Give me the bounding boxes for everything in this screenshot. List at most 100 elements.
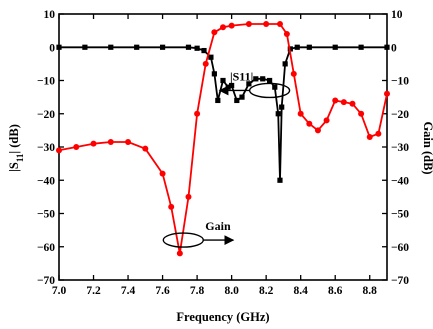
- data-point-s11: [194, 45, 200, 51]
- data-point-gain: [168, 203, 175, 210]
- right-y-tick-label-m20: −20: [391, 109, 409, 121]
- data-point-s11: [272, 84, 278, 90]
- x-tick-label-7: 7.0: [52, 285, 67, 297]
- annotations: |S11| Gain: [162, 69, 291, 248]
- data-point-gain: [220, 24, 226, 31]
- data-point-gain: [375, 130, 382, 137]
- x-tick-label-8-6: 8.6: [328, 285, 343, 297]
- left-y-tick-label-m10: −10: [37, 76, 55, 88]
- data-point-s11: [282, 61, 288, 67]
- left-y-tick-label-m70: −70: [37, 275, 55, 287]
- annotation-label-s11: |S11|: [230, 69, 253, 83]
- data-point-gain: [202, 60, 209, 67]
- data-point-s11: [306, 44, 312, 50]
- x-tick-label-8-8: 8.8: [363, 285, 378, 297]
- data-point-gain: [228, 22, 235, 29]
- data-point-gain: [306, 120, 313, 127]
- plot-area: [58, 13, 388, 281]
- left-y-axis: 10 0 −10 −20 −30 −40 −50 −60 −70: [37, 9, 64, 287]
- data-point-s11: [208, 54, 214, 60]
- data-point-s11: [134, 44, 140, 50]
- x-tick-label-8: 8.0: [224, 285, 239, 297]
- data-point-s11: [358, 44, 364, 50]
- x-axis-label: Frequency (GHz): [176, 310, 269, 324]
- left-y-tick-label-0: 0: [49, 42, 55, 54]
- x-tick-label-7-4: 7.4: [121, 285, 136, 297]
- data-point-s11: [260, 76, 266, 82]
- right-y-tick-label-0: 0: [391, 42, 397, 54]
- data-point-s11: [239, 94, 245, 100]
- data-point-s11: [234, 97, 240, 104]
- data-point-gain: [211, 29, 218, 36]
- left-y-tick-label-10: 10: [44, 9, 56, 21]
- x-tick-label-7-8: 7.8: [190, 285, 205, 297]
- data-point-s11: [384, 44, 390, 50]
- annotation-label-gain: Gain: [205, 219, 231, 233]
- data-point-gain: [185, 193, 192, 200]
- left-y-tick-label-m60: −60: [37, 242, 55, 254]
- x-tick-label-7-6: 7.6: [155, 285, 170, 297]
- data-point-s11: [277, 177, 283, 183]
- data-point-gain: [245, 20, 252, 27]
- data-point-gain: [125, 139, 132, 146]
- data-point-s11: [215, 97, 221, 104]
- data-point-s11: [56, 44, 62, 50]
- data-point-s11: [275, 111, 281, 117]
- right-y-tick-label-m10: −10: [391, 76, 409, 88]
- data-point-s11: [185, 44, 192, 50]
- data-point-s11: [253, 76, 259, 82]
- series-layer: [56, 20, 390, 257]
- data-point-gain: [384, 90, 390, 97]
- left-y-axis-label: |S11| (dB): [7, 124, 25, 172]
- annotation-ellipse-s11: [248, 82, 291, 99]
- data-point-gain: [263, 20, 270, 27]
- right-y-tick-label-m60: −60: [391, 242, 409, 254]
- data-point-s11: [332, 44, 338, 50]
- right-y-tick-label-10: 10: [391, 9, 403, 21]
- right-y-axis: 10 0 −10 −20 −30 −40 −50 −60 −70: [382, 9, 409, 287]
- left-y-tick-label-m30: −30: [37, 142, 55, 154]
- left-y-tick-label-m40: −40: [37, 175, 55, 187]
- data-point-gain: [159, 170, 166, 177]
- data-point-s11: [294, 44, 300, 50]
- x-tick-label-8-4: 8.4: [293, 285, 308, 297]
- data-point-s11: [267, 77, 273, 84]
- data-point-gain: [56, 147, 62, 154]
- data-point-s11: [82, 44, 88, 50]
- left-y-axis-label-subscript: 11: [15, 153, 25, 162]
- right-y-tick-label-m30: −30: [391, 142, 409, 154]
- data-point-gain: [107, 139, 114, 146]
- data-point-gain: [332, 97, 339, 104]
- right-y-tick-label-m50: −50: [391, 209, 409, 221]
- data-point-gain: [323, 117, 330, 124]
- data-point-gain: [314, 127, 321, 134]
- data-point-s11: [229, 82, 235, 89]
- data-point-s11: [201, 47, 207, 54]
- right-y-tick-label-m70: −70: [391, 275, 409, 287]
- right-y-tick-label-m40: −40: [391, 175, 409, 187]
- data-point-gain: [73, 144, 80, 150]
- data-point-gain: [283, 30, 290, 37]
- x-axis: 7.0 7.2 7.4 7.6 7.8 8.0 8.2 8.4 8.6 8.8: [52, 14, 377, 297]
- data-point-s11: [279, 104, 285, 110]
- data-point-gain: [349, 100, 356, 107]
- data-point-gain: [290, 70, 297, 77]
- data-point-gain: [176, 250, 183, 257]
- data-point-gain: [142, 145, 149, 152]
- left-y-tick-label-m50: −50: [37, 209, 55, 221]
- data-point-gain: [358, 110, 365, 117]
- data-point-s11: [108, 44, 114, 50]
- left-y-tick-label-m20: −20: [37, 109, 55, 121]
- right-y-axis-label: Gain (dB): [421, 121, 433, 174]
- x-tick-label-8-2: 8.2: [259, 285, 274, 297]
- data-point-gain: [366, 134, 373, 141]
- x-tick-label-7-2: 7.2: [86, 285, 101, 297]
- data-point-gain: [194, 110, 201, 117]
- data-point-s11: [246, 81, 252, 87]
- data-point-s11: [220, 77, 226, 84]
- data-point-gain: [340, 99, 347, 106]
- data-point-gain: [297, 110, 304, 117]
- data-point-s11: [159, 44, 166, 50]
- data-point-s11: [211, 71, 217, 77]
